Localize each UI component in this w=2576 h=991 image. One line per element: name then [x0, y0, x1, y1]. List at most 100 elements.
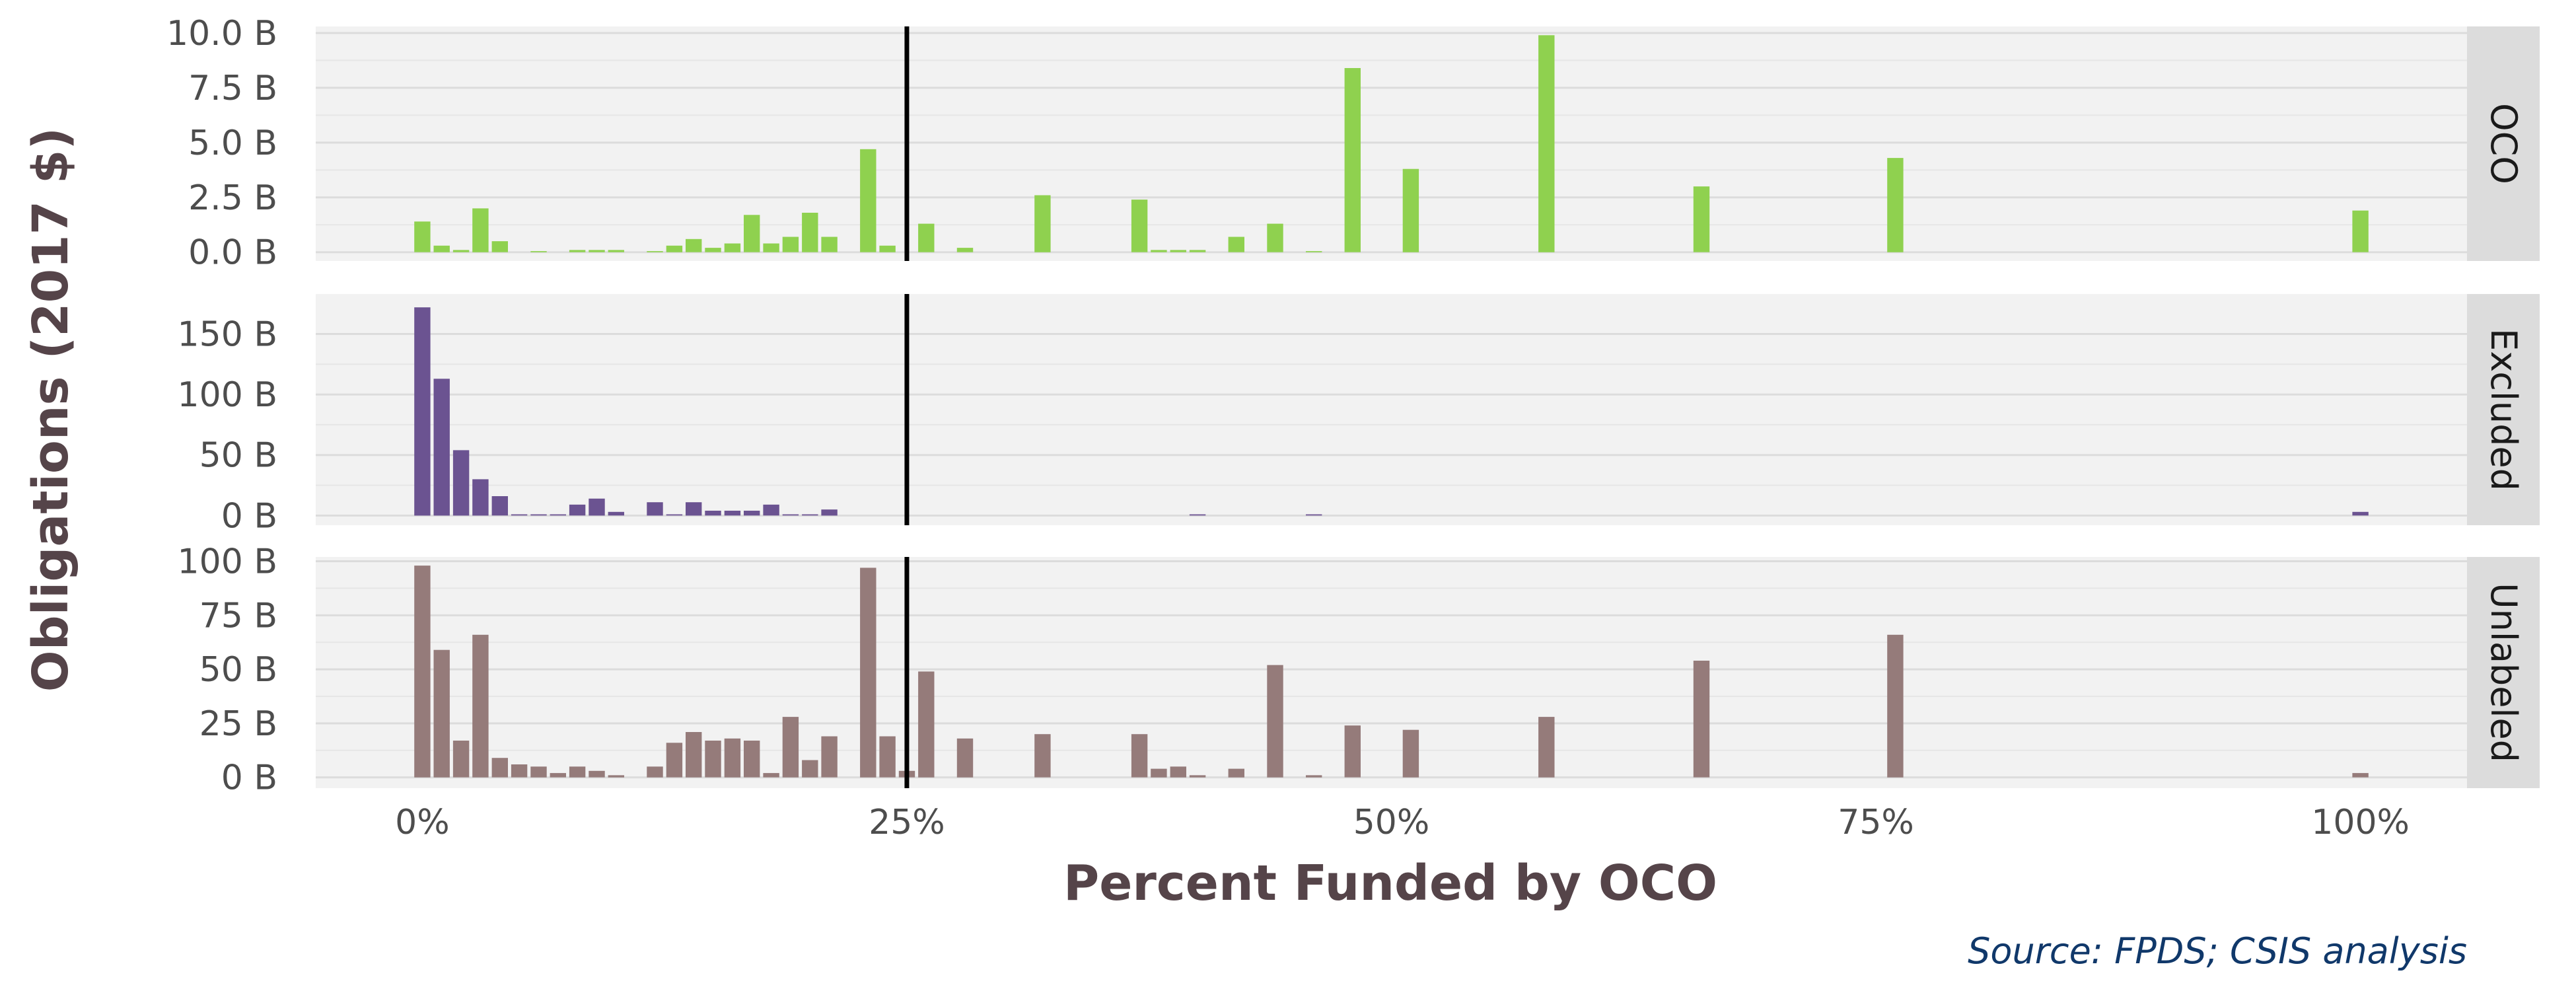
facet-strip-label: Unlabeled [2483, 583, 2524, 762]
facet-strip [2467, 557, 2540, 788]
bar [666, 743, 683, 778]
bar [1151, 768, 1167, 778]
bar [918, 223, 935, 252]
bar [782, 717, 799, 778]
bar [802, 760, 818, 778]
facet-strip-label: Excluded [2483, 328, 2524, 491]
bar [530, 251, 547, 252]
bar [589, 498, 605, 516]
source-note: Source: FPDS; CSIS analysis [1968, 930, 2467, 972]
y-tick-label: 100 B [178, 375, 277, 415]
bar [2352, 210, 2369, 252]
bar [956, 738, 974, 778]
bar [802, 514, 818, 516]
bar [1151, 250, 1167, 252]
bar [1170, 250, 1186, 252]
bar [589, 250, 605, 252]
bar [666, 514, 683, 516]
bar [550, 773, 566, 778]
y-tick-label: 50 B [199, 436, 277, 476]
panel-excluded: 0 B 50 B 100 B 150 B Excluded [178, 294, 2540, 536]
bar [1189, 775, 1206, 778]
panel-unlabeled: 0 B 25 B 50 B 75 B 100 B Unlabeled [178, 542, 2540, 798]
bar [879, 736, 896, 778]
bar [452, 450, 470, 516]
bar [1034, 195, 1051, 252]
x-tick-label: 100% [2311, 803, 2410, 842]
bar [821, 736, 838, 778]
y-tick-label: 0 B [221, 758, 277, 798]
y-tick-label: 0.0 B [188, 233, 277, 273]
y-tick-label: 5.0 B [188, 124, 277, 163]
y-tick-label: 25 B [199, 704, 277, 744]
bar [724, 511, 741, 516]
bar [1693, 186, 1710, 252]
bar [821, 509, 838, 516]
bar [1306, 775, 1322, 778]
bar [744, 511, 760, 516]
bar [705, 741, 721, 778]
bar [1189, 514, 1206, 516]
bar [452, 250, 470, 252]
y-tick-label: 0 B [221, 496, 277, 536]
bar [569, 250, 586, 252]
bar [472, 208, 489, 252]
bar [956, 248, 974, 252]
bar [860, 149, 877, 252]
bar [530, 514, 547, 516]
bar [414, 307, 431, 516]
bar [1131, 734, 1148, 778]
bar [1344, 68, 1361, 252]
bar [1538, 35, 1555, 252]
bar [860, 568, 877, 778]
bar [1267, 665, 1283, 778]
bar [1131, 200, 1148, 252]
bar [472, 634, 489, 778]
bar [744, 741, 760, 778]
bar [1267, 223, 1283, 252]
bar [666, 245, 683, 252]
bar [2352, 773, 2369, 778]
y-tick-label: 50 B [199, 650, 277, 690]
bar [608, 775, 624, 778]
x-tick-label: 25% [869, 803, 945, 842]
bar [433, 245, 450, 252]
bar [1538, 717, 1555, 778]
bar [724, 243, 741, 252]
y-tick-label: 150 B [178, 314, 277, 354]
bar [705, 511, 721, 516]
bar [763, 504, 779, 516]
bar [491, 241, 508, 252]
facet-strip [2467, 294, 2540, 525]
bar [647, 766, 663, 778]
bar [608, 511, 624, 516]
bar [491, 758, 508, 778]
bar [608, 250, 624, 252]
bar [686, 732, 702, 778]
facet-strip-label: OCO [2483, 103, 2524, 184]
bar [647, 251, 663, 252]
bar [1228, 768, 1244, 778]
bar [1887, 634, 1904, 778]
y-tick-label: 2.5 B [188, 178, 277, 218]
y-tick-label: 7.5 B [188, 69, 277, 108]
bar [2352, 511, 2369, 516]
bar [1693, 661, 1710, 778]
bar [1306, 514, 1322, 516]
bar [1887, 158, 1904, 252]
bar [472, 479, 489, 516]
x-tick-label: 50% [1353, 803, 1430, 842]
bar [1034, 734, 1051, 778]
bar [686, 239, 702, 252]
bar [530, 766, 547, 778]
y-tick-label: 10.0 B [166, 14, 277, 54]
chart-panels: 0.0 B 2.5 B 5.0 B 7.5 B 10.0 B OCO 0 B 50 B 100 … [166, 14, 2540, 798]
bar [414, 221, 431, 252]
bar [686, 502, 702, 516]
bar [491, 496, 508, 516]
bar [802, 213, 818, 252]
bar [569, 504, 586, 516]
y-tick-label: 100 B [178, 542, 277, 582]
bar [550, 514, 566, 516]
